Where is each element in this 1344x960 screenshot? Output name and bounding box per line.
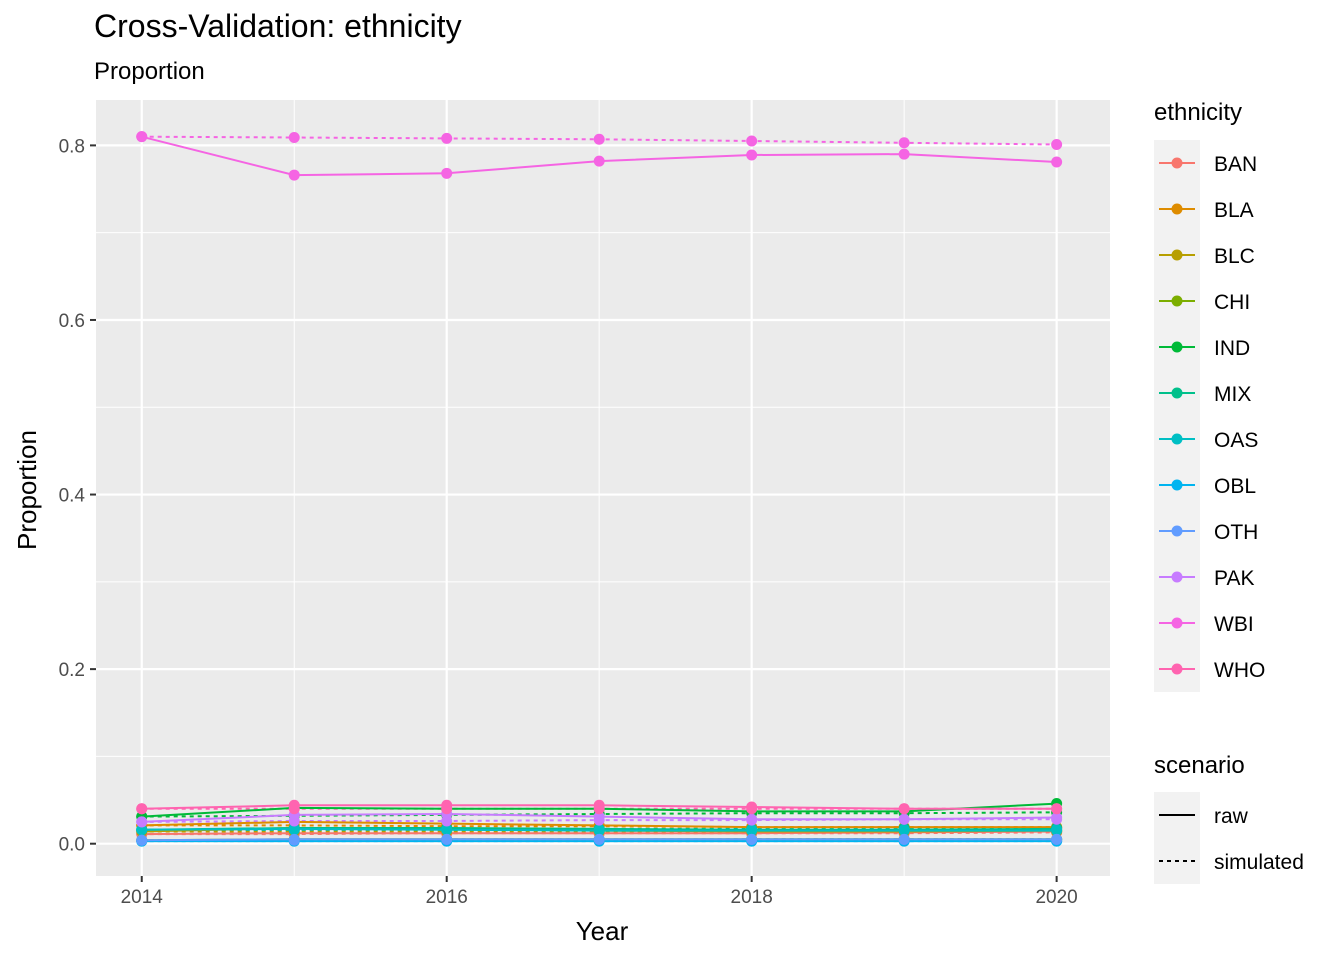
legend-label-oth: OTH: [1214, 521, 1258, 544]
legend-key-background: [1154, 792, 1200, 884]
legend-key-point-who: [1171, 663, 1183, 675]
data-point-wbi-simulated: [288, 132, 300, 144]
data-point-wbi-raw: [288, 169, 300, 181]
x-tick-label: 2014: [121, 887, 164, 908]
data-point-who-simulated: [288, 803, 300, 815]
data-point-pak-simulated: [136, 816, 148, 828]
legend-label-obl: OBL: [1214, 475, 1256, 498]
x-tick-label: 2016: [426, 887, 468, 908]
legend-key-point-wbi: [1171, 617, 1183, 629]
y-tick-label: 0.2: [59, 660, 85, 681]
legend-key-point-pak: [1171, 571, 1183, 583]
legend-label-pak: PAK: [1214, 567, 1254, 590]
legend-key-point-ban: [1171, 157, 1183, 169]
legend-label-oas: OAS: [1214, 429, 1258, 452]
data-point-wbi-raw: [1051, 156, 1063, 168]
y-tick-label: 0.6: [59, 311, 85, 332]
chart-subtitle: Proportion: [94, 58, 205, 85]
data-point-pak-simulated: [746, 814, 758, 826]
legend-key-point-ind: [1171, 341, 1183, 353]
data-point-oth-simulated: [898, 833, 910, 845]
data-point-pak-simulated: [898, 813, 910, 825]
data-point-wbi-simulated: [898, 137, 910, 149]
y-tick-label: 0.0: [59, 835, 85, 856]
data-point-oth-simulated: [441, 833, 453, 845]
data-point-who-simulated: [898, 803, 910, 815]
y-tick-label: 0.8: [59, 136, 85, 157]
legend-label-simulated: simulated: [1214, 851, 1304, 874]
y-tick-label: 0.4: [59, 486, 86, 507]
axes: 2014 2016 2018 2020 0.0 0.2 0.4 0.6 0.8: [59, 136, 1078, 908]
data-point-who-simulated: [593, 803, 605, 815]
legend-label-ind: IND: [1214, 337, 1250, 360]
data-point-wbi-simulated: [593, 133, 605, 145]
data-point-who-simulated: [1051, 803, 1063, 815]
x-tick-label: 2020: [1035, 887, 1077, 908]
x-axis-title: Year: [576, 916, 629, 946]
data-point-oth-simulated: [288, 834, 300, 846]
data-point-oth-simulated: [136, 834, 148, 846]
legend-label-blc: BLC: [1214, 245, 1255, 268]
legend-label-mix: MIX: [1214, 383, 1251, 406]
plot-area: [96, 100, 1110, 876]
legend-key-background: [1154, 140, 1200, 692]
legend-key-point-bla: [1171, 203, 1183, 215]
data-point-wbi-simulated: [746, 135, 758, 147]
data-point-oth-simulated: [1051, 833, 1063, 845]
y-axis-title: Proportion: [12, 430, 42, 550]
data-point-oth-simulated: [746, 833, 758, 845]
legend-key-point-oas: [1171, 433, 1183, 445]
legend-label-wbi: WBI: [1214, 613, 1254, 636]
data-point-wbi-raw: [441, 167, 453, 179]
legend-key-point-blc: [1171, 249, 1183, 261]
data-point-wbi-raw: [898, 148, 910, 160]
data-point-pak-simulated: [1051, 813, 1063, 825]
data-point-wbi-raw: [746, 149, 758, 161]
legend-label-raw: raw: [1214, 805, 1249, 828]
legend-color-title: ethnicity: [1154, 99, 1242, 126]
legend-label-ban: BAN: [1214, 153, 1257, 176]
data-point-who-simulated: [136, 803, 148, 815]
data-point-oas-simulated: [136, 824, 148, 836]
data-point-oas-simulated: [746, 824, 758, 836]
data-point-oas-simulated: [441, 824, 453, 836]
legend-label-bla: BLA: [1214, 199, 1254, 222]
data-point-wbi-simulated: [136, 131, 148, 143]
data-point-pak-simulated: [441, 815, 453, 827]
legend-key-point-chi: [1171, 295, 1183, 307]
data-point-pak-simulated: [288, 815, 300, 827]
legend-key-point-mix: [1171, 387, 1183, 399]
chart-title: Cross-Validation: ethnicity: [94, 8, 462, 44]
data-point-wbi-simulated: [1051, 139, 1063, 151]
legend-label-chi: CHI: [1214, 291, 1250, 314]
data-point-oth-simulated: [593, 833, 605, 845]
data-point-oas-simulated: [1051, 824, 1063, 836]
panel-background: [96, 100, 1110, 876]
data-point-pak-simulated: [593, 814, 605, 826]
x-tick-label: 2018: [731, 887, 773, 908]
data-point-oas-simulated: [593, 824, 605, 836]
data-point-wbi-simulated: [441, 132, 453, 144]
legend-linetype-title: scenario: [1154, 752, 1245, 779]
legend-key-point-obl: [1171, 479, 1183, 491]
data-point-wbi-raw: [593, 155, 605, 167]
legend-label-who: WHO: [1214, 659, 1265, 682]
legend-key-point-oth: [1171, 525, 1183, 537]
data-point-oas-simulated: [898, 824, 910, 836]
data-point-who-simulated: [441, 803, 453, 815]
legend: ethnicity scenario BAN BLA BLC CHI IND MIX OAS…: [1154, 99, 1304, 884]
data-point-oas-simulated: [288, 824, 300, 836]
data-point-who-simulated: [746, 803, 758, 815]
